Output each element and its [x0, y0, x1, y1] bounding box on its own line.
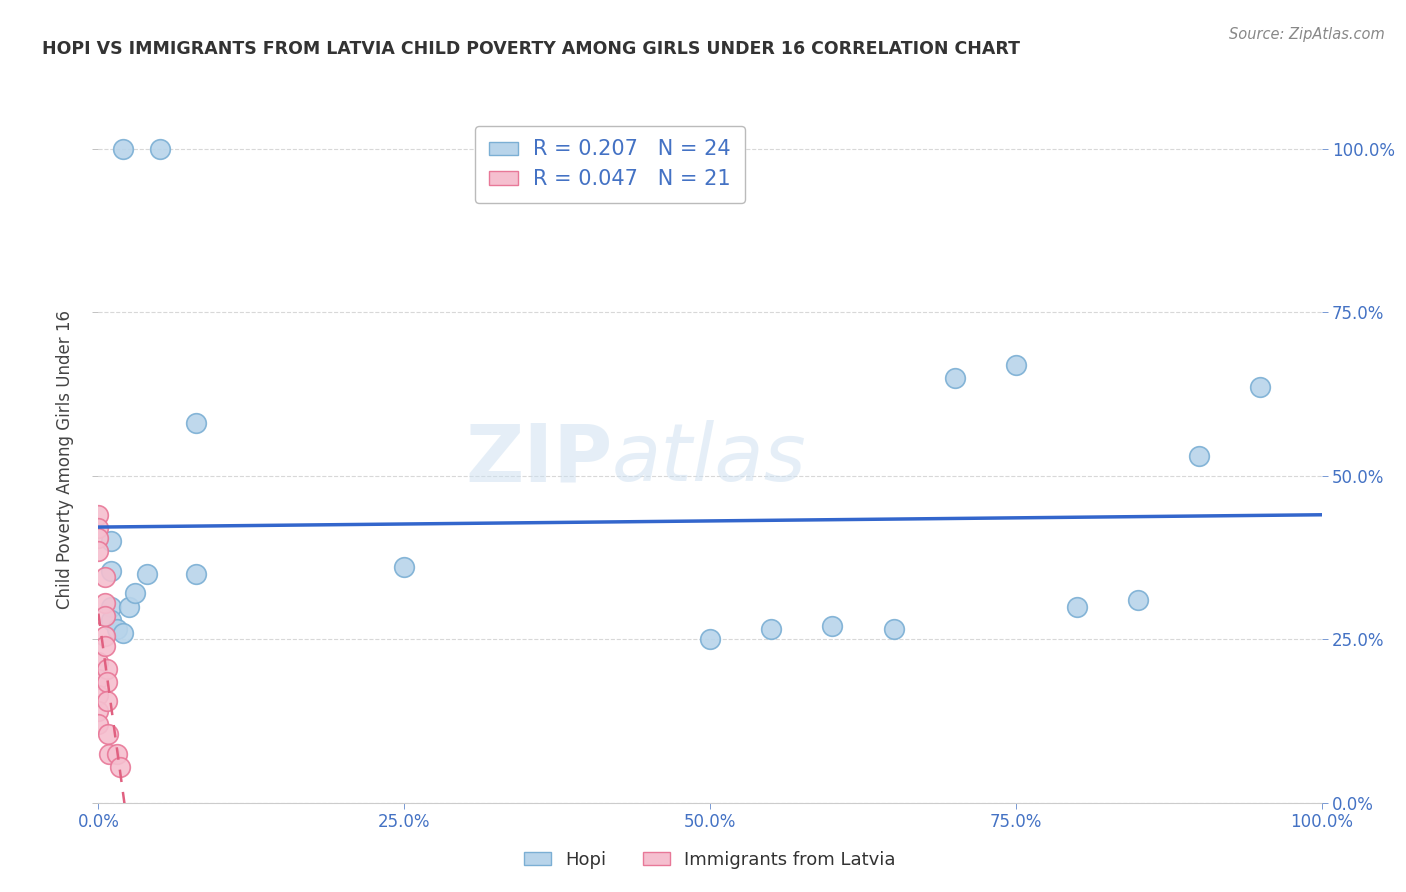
Point [98, 747, 121, 761]
Point [111, 625, 134, 640]
Point [105, 623, 128, 637]
Y-axis label: Child Poverty Among Girls Under 16: Child Poverty Among Girls Under 16 [56, 310, 75, 609]
Point [149, 142, 172, 156]
Point [1128, 593, 1150, 607]
Point [124, 586, 146, 600]
Point [883, 623, 905, 637]
Point [118, 599, 141, 614]
Point [392, 560, 416, 574]
Point [93, 629, 115, 643]
Point [100, 599, 122, 614]
Point [96, 694, 118, 708]
Point [186, 417, 208, 431]
Text: atlas: atlas [612, 420, 807, 499]
Point [1188, 449, 1211, 463]
Point [943, 370, 966, 384]
Point [87, 508, 110, 522]
Point [186, 566, 208, 581]
Point [111, 142, 134, 156]
Text: Source: ZipAtlas.com: Source: ZipAtlas.com [1229, 27, 1385, 42]
Point [100, 564, 122, 578]
Point [87, 688, 110, 702]
Point [1249, 380, 1271, 394]
Point [93, 570, 115, 584]
Point [87, 544, 110, 558]
Point [87, 655, 110, 669]
Point [93, 596, 115, 610]
Point [96, 674, 118, 689]
Point [87, 531, 110, 545]
Text: HOPI VS IMMIGRANTS FROM LATVIA CHILD POVERTY AMONG GIRLS UNDER 16 CORRELATION CH: HOPI VS IMMIGRANTS FROM LATVIA CHILD POV… [42, 40, 1021, 58]
Point [761, 623, 783, 637]
Point [93, 639, 115, 653]
Point [100, 534, 122, 549]
Point [1004, 358, 1026, 372]
Point [699, 632, 721, 647]
Point [96, 662, 118, 676]
Point [93, 609, 115, 624]
Point [1066, 599, 1088, 614]
Point [87, 704, 110, 718]
Point [110, 760, 132, 774]
Point [821, 619, 844, 633]
Point [136, 566, 159, 581]
Point [87, 672, 110, 686]
Point [100, 613, 122, 627]
Point [97, 727, 120, 741]
Text: ZIP: ZIP [465, 420, 612, 499]
Point [87, 521, 110, 535]
Point [105, 747, 128, 761]
Legend: Hopi, Immigrants from Latvia: Hopi, Immigrants from Latvia [517, 844, 903, 876]
Point [87, 717, 110, 731]
